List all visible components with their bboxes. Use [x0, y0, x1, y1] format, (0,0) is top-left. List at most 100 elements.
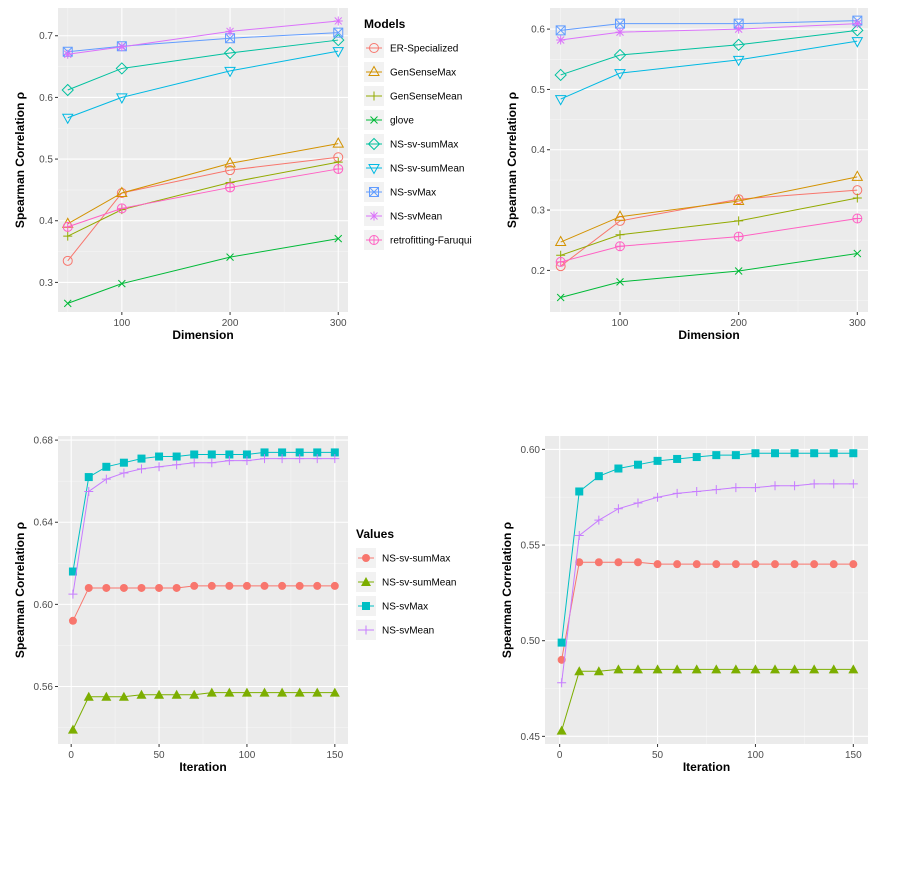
data-point: [277, 687, 288, 697]
data-point: [614, 69, 626, 80]
series-ns-svmax: [68, 448, 339, 576]
data-point: [557, 655, 566, 664]
data-point: [84, 583, 93, 592]
data-point: [242, 450, 251, 459]
data-point: [329, 687, 340, 697]
x-tick-label: 200: [222, 318, 239, 329]
data-point: [224, 687, 235, 697]
chart-1: 100 200 300 0.3 0.4 0.5 0.6 0.7 Dimension Spearma…: [13, 8, 472, 342]
data-point: [333, 27, 344, 38]
data-point: [556, 35, 566, 45]
data-point: [731, 483, 741, 493]
series-line: [67, 20, 339, 55]
series-line-6: [554, 37, 864, 106]
series-line-2: [554, 170, 864, 247]
series-line-9: [555, 213, 863, 267]
data-point: [312, 687, 323, 697]
y-tick-label: 0.5: [531, 85, 545, 96]
data-point: [63, 222, 73, 232]
series-line: [560, 176, 858, 243]
data-point: [172, 460, 182, 470]
data-point: [810, 449, 819, 458]
data-point: [852, 19, 862, 29]
data-point: [115, 186, 128, 197]
legend-entry-label: NS-svMean: [390, 212, 442, 223]
data-point: [68, 616, 77, 625]
series-line-8: [556, 19, 862, 45]
data-point: [63, 49, 73, 59]
legend-key-marker: [368, 65, 380, 76]
data-point: [711, 664, 722, 674]
x-axis-label: Iteration: [179, 760, 226, 774]
x-tick-label: 150: [845, 750, 862, 761]
data-point: [225, 450, 234, 459]
chart-4: 0 50 100 150 0.45 0.50 0.55 0.60 Iteration Spearm…: [500, 436, 868, 774]
data-point: [224, 66, 236, 78]
data-point: [190, 581, 199, 590]
legend-key-marker: [368, 164, 380, 175]
data-point: [207, 458, 217, 468]
data-point: [334, 234, 343, 243]
series-line: [67, 161, 339, 237]
data-point: [615, 18, 626, 29]
data-point: [672, 664, 683, 674]
data-point: [614, 558, 623, 567]
data-point: [771, 560, 780, 569]
data-point: [294, 687, 305, 697]
y-tick-label: 0.50: [521, 636, 541, 647]
data-point: [557, 638, 566, 647]
data-point: [809, 664, 820, 674]
legend: Models ER-Specialized GenSenseMax GenSenseM…: [364, 17, 472, 250]
plot-panel: [550, 8, 868, 312]
data-point: [63, 299, 72, 308]
y-tick-label: 0.6: [531, 25, 545, 36]
data-point: [770, 664, 781, 674]
data-point: [574, 530, 584, 540]
series-line-7: [555, 15, 863, 36]
data-point: [673, 454, 682, 463]
data-point: [848, 479, 858, 489]
y-axis-label: Spearman Correlation ρ: [13, 522, 27, 658]
series-ns-sv-summean: [61, 47, 345, 125]
data-point: [633, 460, 642, 469]
data-point: [137, 583, 146, 592]
y-axis-label: Spearman Correlation ρ: [500, 522, 514, 658]
series-line: [67, 238, 339, 304]
data-point: [733, 231, 744, 242]
series-ns-sv-summax: [68, 581, 339, 625]
data-point: [848, 664, 859, 674]
data-point: [673, 560, 682, 569]
data-point: [313, 581, 322, 590]
data-point: [277, 454, 287, 464]
data-point: [574, 666, 585, 676]
x-axis-label: Iteration: [683, 760, 730, 774]
data-point: [312, 454, 322, 464]
series-line: [67, 32, 339, 53]
legend-key-marker: [369, 235, 379, 245]
data-point: [68, 567, 77, 576]
series-line: [561, 561, 854, 660]
data-point: [224, 156, 236, 168]
series-glove: [63, 234, 343, 308]
y-tick-label: 0.3: [39, 278, 53, 289]
series-line-2: [556, 664, 859, 735]
data-point: [61, 83, 74, 97]
data-point: [790, 449, 799, 458]
x-tick-label: 0: [557, 750, 563, 761]
data-point: [691, 664, 702, 674]
data-point: [242, 581, 251, 590]
legend-key-marker: [369, 43, 379, 53]
data-point: [712, 560, 721, 569]
legend-key-marker: [369, 187, 379, 197]
data-point: [224, 456, 234, 466]
data-point: [333, 163, 344, 174]
data-point: [554, 68, 567, 82]
y-tick-label: 0.4: [531, 145, 545, 156]
series-line: [72, 692, 335, 730]
data-point: [67, 724, 78, 734]
data-point: [84, 473, 93, 482]
data-point: [295, 448, 304, 457]
series-line-3: [556, 193, 862, 260]
data-point: [692, 560, 701, 569]
data-point: [771, 449, 780, 458]
